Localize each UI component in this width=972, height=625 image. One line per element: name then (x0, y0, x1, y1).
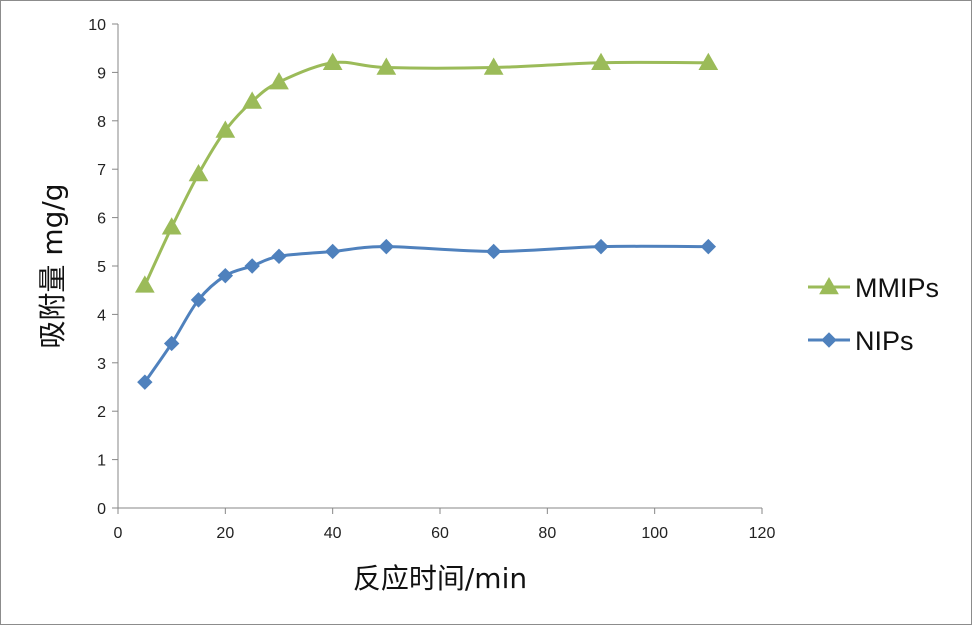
legend: MMIPs NIPs (808, 273, 939, 356)
data-point-nips (324, 243, 341, 260)
data-point-mmips (215, 120, 236, 138)
data-point-mmips (269, 72, 289, 90)
x-axis-title: 反应时间/min (353, 562, 527, 595)
data-point-mmips (242, 91, 263, 109)
y-tick-label: 6 (97, 211, 106, 228)
y-tick-label: 7 (97, 162, 106, 179)
series-layer (134, 52, 719, 390)
y-tick-label: 5 (97, 259, 106, 276)
data-point-mmips (161, 217, 182, 235)
y-tick-label: 0 (97, 501, 106, 518)
x-tick-label: 40 (324, 525, 342, 542)
data-point-mmips (483, 57, 504, 75)
axes (117, 24, 762, 509)
x-tick-label: 80 (538, 525, 556, 542)
series-line-mmips (143, 60, 710, 287)
data-point-nips (700, 238, 717, 255)
x-tick-label: 60 (431, 525, 449, 542)
y-tick-label: 1 (97, 453, 106, 470)
series-line-nips (143, 244, 710, 384)
data-point-mmips (698, 52, 719, 70)
y-tick-label: 8 (97, 114, 106, 131)
data-point-nips (485, 243, 502, 260)
x-tick-label: 0 (114, 525, 123, 542)
series-mmips (134, 52, 719, 293)
y-tick-label: 9 (97, 65, 106, 82)
legend-marker (819, 276, 839, 295)
data-point-mmips (322, 52, 343, 70)
x-tick-label: 20 (216, 525, 234, 542)
data-point-nips (137, 374, 153, 390)
y-tick-label: 10 (88, 17, 106, 34)
y-tick-label: 4 (97, 307, 106, 324)
x-tick-label: 100 (641, 525, 668, 542)
data-point-nips (217, 267, 234, 284)
data-point-nips (271, 248, 287, 265)
legend-label: NIPs (855, 326, 914, 356)
data-point-mmips (188, 164, 209, 182)
data-point-mmips (376, 57, 397, 75)
legend-item-mmips: MMIPs (808, 273, 939, 303)
x-axis-ticks: 0 20 40 60 80 100 120 (114, 508, 776, 542)
series-nips (137, 238, 717, 390)
data-point-nips (163, 335, 180, 352)
data-point-nips (190, 292, 207, 308)
data-point-mmips (591, 52, 611, 70)
data-point-nips (244, 258, 260, 274)
data-point-mmips (134, 275, 155, 293)
data-point-nips (593, 238, 609, 255)
y-tick-label: 3 (97, 356, 106, 373)
y-axis-title: 吸附量 mg/g (36, 183, 69, 348)
legend-label: MMIPs (855, 273, 939, 303)
legend-item-nips: NIPs (808, 326, 914, 356)
y-axis-ticks: 0 1 2 3 4 5 6 7 8 9 10 (88, 17, 118, 518)
x-tick-label: 120 (749, 525, 776, 542)
y-tick-label: 2 (97, 404, 106, 421)
legend-marker (821, 332, 837, 348)
data-point-nips (378, 238, 395, 255)
